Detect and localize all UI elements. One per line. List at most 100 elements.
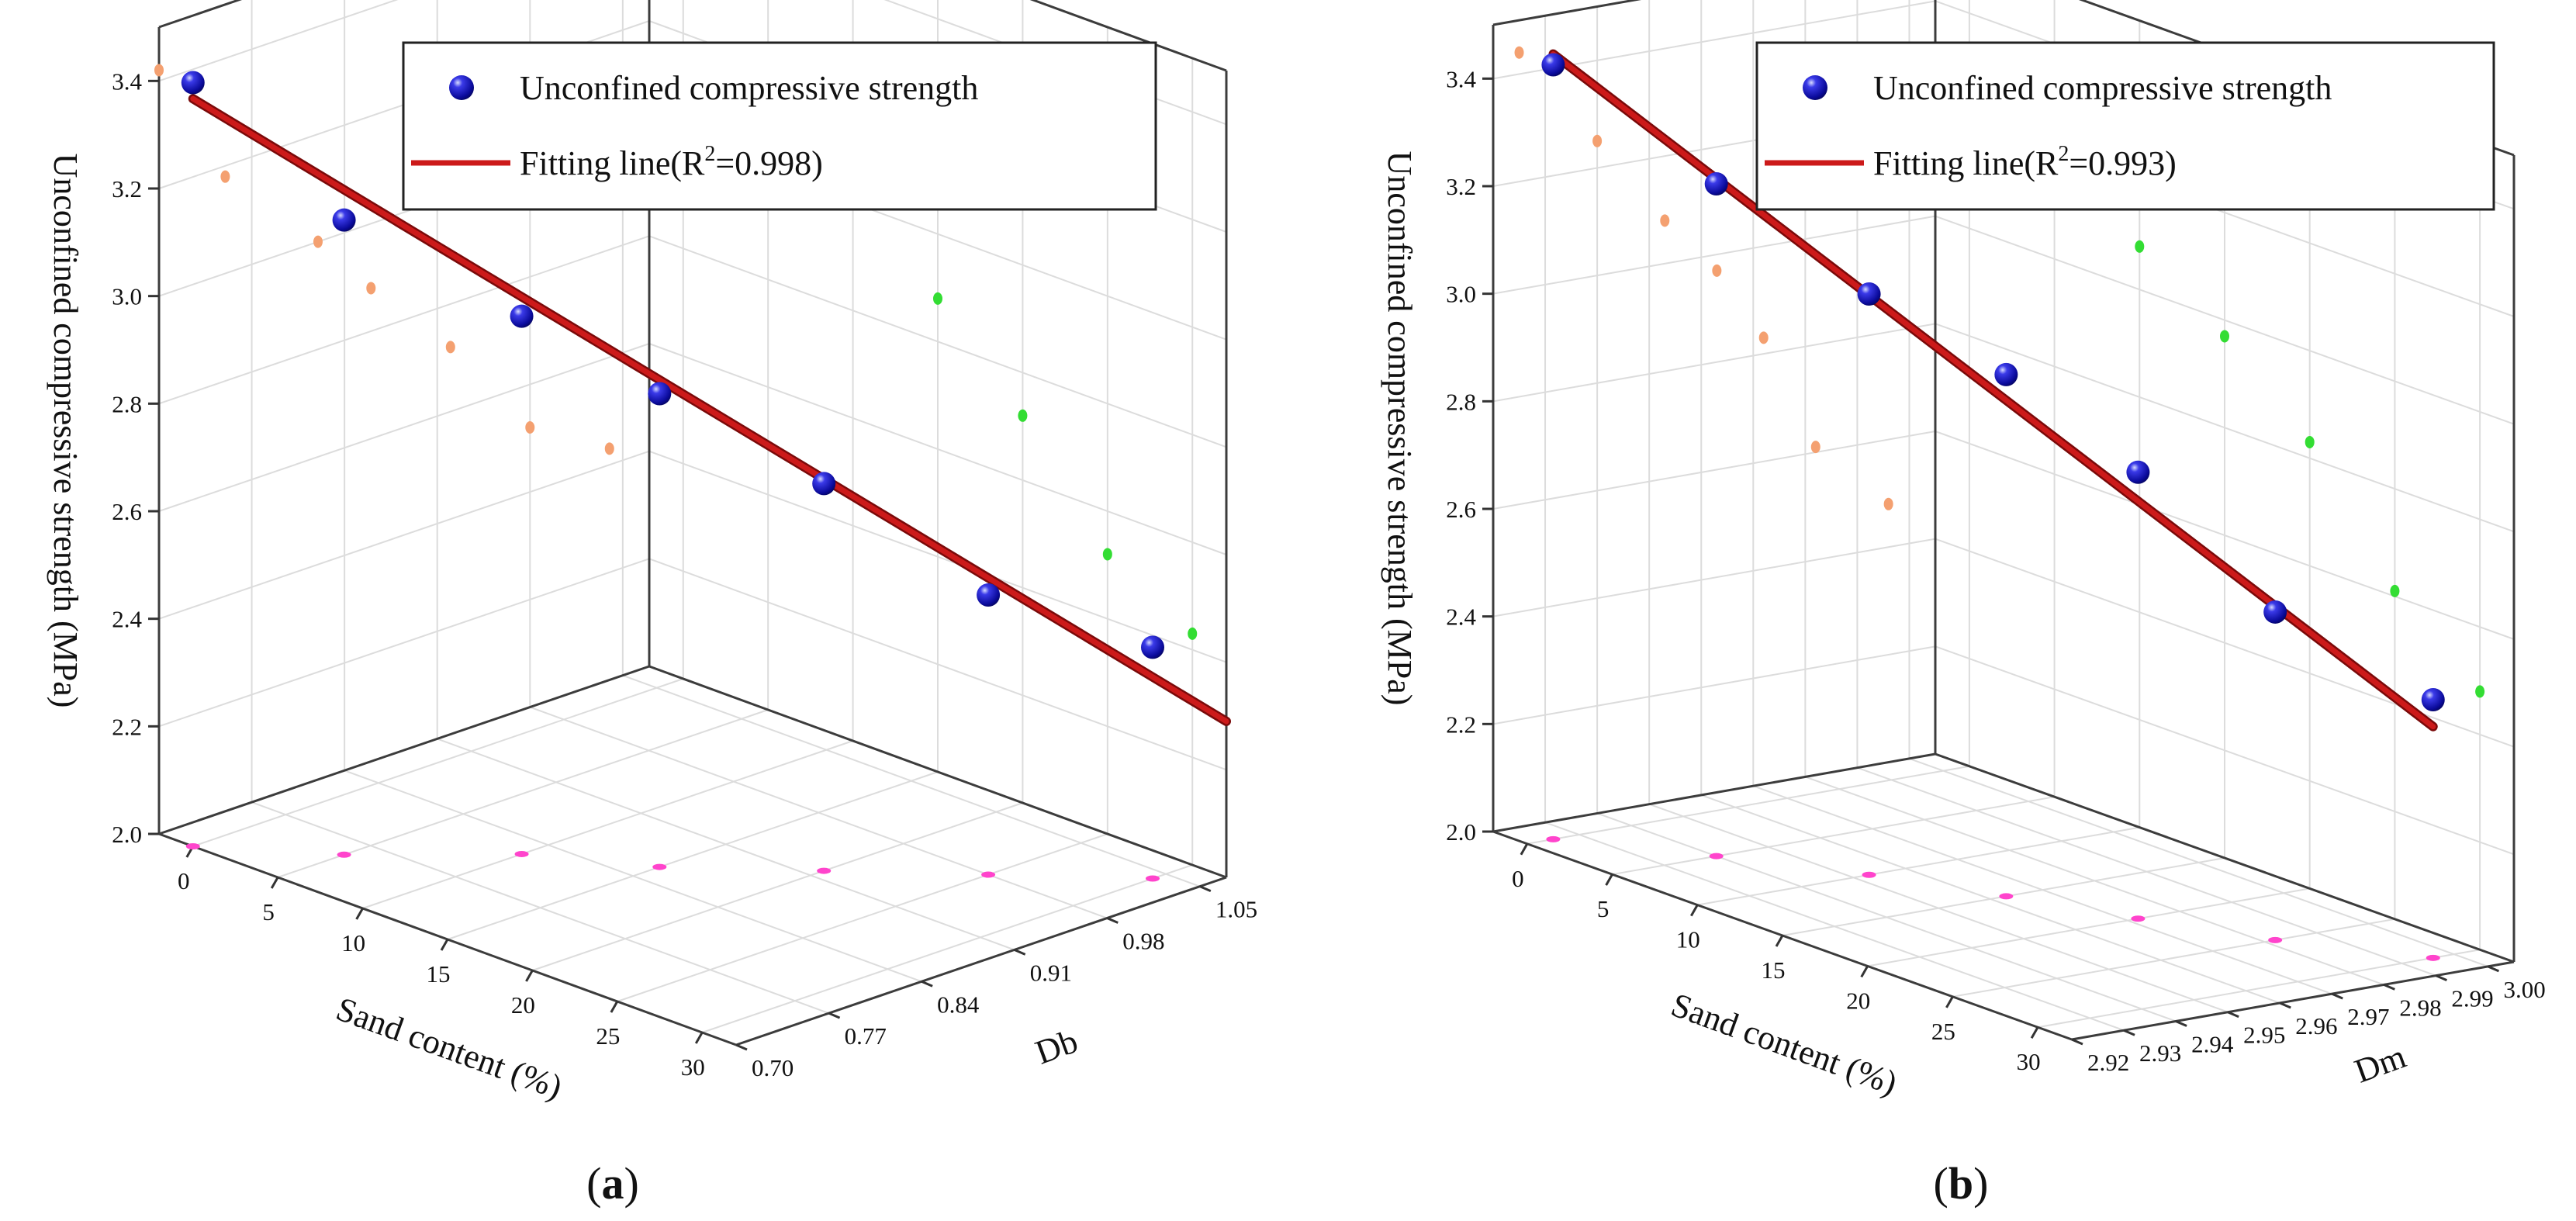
- x-tick-label: 30: [2017, 1048, 2041, 1075]
- legend-box: [1755, 41, 2495, 211]
- projection-point-floor: [337, 851, 351, 858]
- projection-point-side: [445, 341, 455, 354]
- projection-point-side: [1592, 134, 1603, 147]
- projection-point-floor: [1999, 893, 2014, 900]
- projection-point-back: [1018, 409, 1028, 422]
- floor-grid-x: [1867, 887, 2310, 967]
- floor-grid-y: [1544, 821, 2125, 1032]
- projection-point-back: [1188, 627, 1198, 640]
- data-point: [648, 382, 672, 406]
- y-tick: [1199, 885, 1212, 893]
- x-tick-label: 30: [681, 1053, 705, 1081]
- floor-grid-y: [622, 674, 1201, 887]
- x-tick: [525, 970, 534, 982]
- z-tick-label: 3.2: [112, 175, 142, 202]
- backwall-grid-z: [1935, 645, 2515, 856]
- z-tick-label: 3.2: [1446, 173, 1476, 200]
- projection-point-floor: [817, 867, 832, 874]
- projection-point-floor: [652, 863, 667, 870]
- y-tick-label: 3.00: [2503, 976, 2545, 1003]
- x-tick: [1520, 843, 1529, 856]
- data-point: [1541, 53, 1565, 77]
- projection-point-side: [1810, 441, 1820, 454]
- projection-point-side: [313, 235, 323, 248]
- panel-label-letter: b: [1948, 1158, 1973, 1209]
- floor-grid-y: [1857, 766, 2436, 977]
- y-tick-label: 2.93: [2139, 1039, 2181, 1067]
- projection-point-side: [1712, 264, 1722, 277]
- y-tick-label: 2.97: [2347, 1003, 2389, 1030]
- y-tick: [1106, 917, 1119, 924]
- y-tick: [1014, 949, 1026, 956]
- projection-point-back: [2475, 685, 2485, 698]
- y-tick: [2071, 1038, 2083, 1046]
- y-tick-label: 2.99: [2451, 985, 2493, 1012]
- backwall-grid-z: [1935, 323, 2515, 533]
- sidewall-grid-z: [158, 450, 650, 620]
- projection-point-floor: [2268, 936, 2283, 943]
- x-tick-label: 10: [1676, 926, 1700, 953]
- legend-points-label: Unconfined compressive strength: [520, 69, 978, 107]
- z-tick-label: 2.2: [1446, 711, 1476, 738]
- floor-grid-y: [1752, 785, 2332, 995]
- projection-point-back: [1102, 548, 1112, 561]
- panel-label: (a): [586, 1158, 639, 1209]
- projection-point-side: [154, 64, 164, 77]
- floor-grid-y: [529, 706, 1108, 919]
- backwall-grid-z: [648, 235, 1227, 448]
- x-tick: [694, 1032, 704, 1044]
- floor-grid-y: [1596, 812, 2177, 1022]
- z-tick-label: 3.4: [1446, 65, 1476, 92]
- y-tick-label: 0.98: [1122, 928, 1164, 955]
- x-tick: [355, 908, 364, 920]
- panel-label-letter: a: [602, 1158, 624, 1209]
- floor-grid-x: [192, 678, 684, 847]
- backwall-grid-z: [648, 558, 1227, 771]
- x-tick-label: 15: [1762, 956, 1786, 984]
- data-point: [2263, 600, 2287, 624]
- data-point: [510, 304, 534, 328]
- axis-frame-edge: [1492, 752, 1936, 833]
- projection-point-back: [2220, 330, 2229, 343]
- floor-grid-x: [701, 864, 1193, 1033]
- y-tick-label: 0.77: [845, 1022, 887, 1050]
- axis-frame-edge: [735, 876, 1227, 1046]
- data-point: [977, 583, 1001, 607]
- projection-point-floor: [981, 871, 996, 878]
- legend-fit-prefix: Fitting line(R: [520, 144, 705, 182]
- axis-frame-edge: [1935, 752, 2515, 963]
- x-tick-label: 0: [1512, 865, 1524, 892]
- panel-label: (b): [1934, 1158, 1989, 1209]
- z-tick-label: 2.2: [112, 713, 142, 740]
- y-tick-label: 0.84: [937, 991, 980, 1018]
- projection-point-floor: [1145, 875, 1160, 882]
- projection-point-floor: [2131, 915, 2146, 922]
- y-tick: [921, 980, 933, 988]
- y-tick: [2175, 1020, 2187, 1027]
- projection-point-back: [933, 292, 942, 305]
- y-tick-label: 2.92: [2087, 1049, 2129, 1076]
- projection-point-side: [220, 170, 230, 183]
- projection-point-back: [2135, 240, 2145, 253]
- legend-fit-label: Fitting line(R2=0.993): [1873, 142, 2177, 182]
- x-tick: [270, 877, 279, 889]
- projection-point-back: [2390, 584, 2400, 597]
- legend-fit-prefix: Fitting line(R: [1873, 144, 2059, 182]
- axis-frame-edge: [1029, 0, 1227, 72]
- legend-points-label: Unconfined compressive strength: [1873, 69, 2332, 107]
- x-tick: [2030, 1026, 2039, 1039]
- z-tick-label: 2.6: [1446, 496, 1476, 523]
- z-tick-label: 2.4: [112, 606, 142, 633]
- x-tick: [610, 1001, 619, 1013]
- floor-grid-x: [532, 802, 1023, 971]
- legend-fit-suffix: =0.993): [2069, 144, 2176, 182]
- data-point: [332, 208, 356, 232]
- z-tick-label: 2.0: [112, 821, 142, 848]
- panel-label-close: ): [1973, 1158, 1988, 1209]
- x-tick: [1775, 935, 1784, 947]
- y-tick: [2383, 984, 2395, 991]
- floor-grid-y: [1805, 776, 2384, 986]
- y-tick: [2487, 965, 2500, 973]
- backwall-grid-z: [1935, 431, 2515, 640]
- y-tick-label: 1.05: [1215, 896, 1257, 923]
